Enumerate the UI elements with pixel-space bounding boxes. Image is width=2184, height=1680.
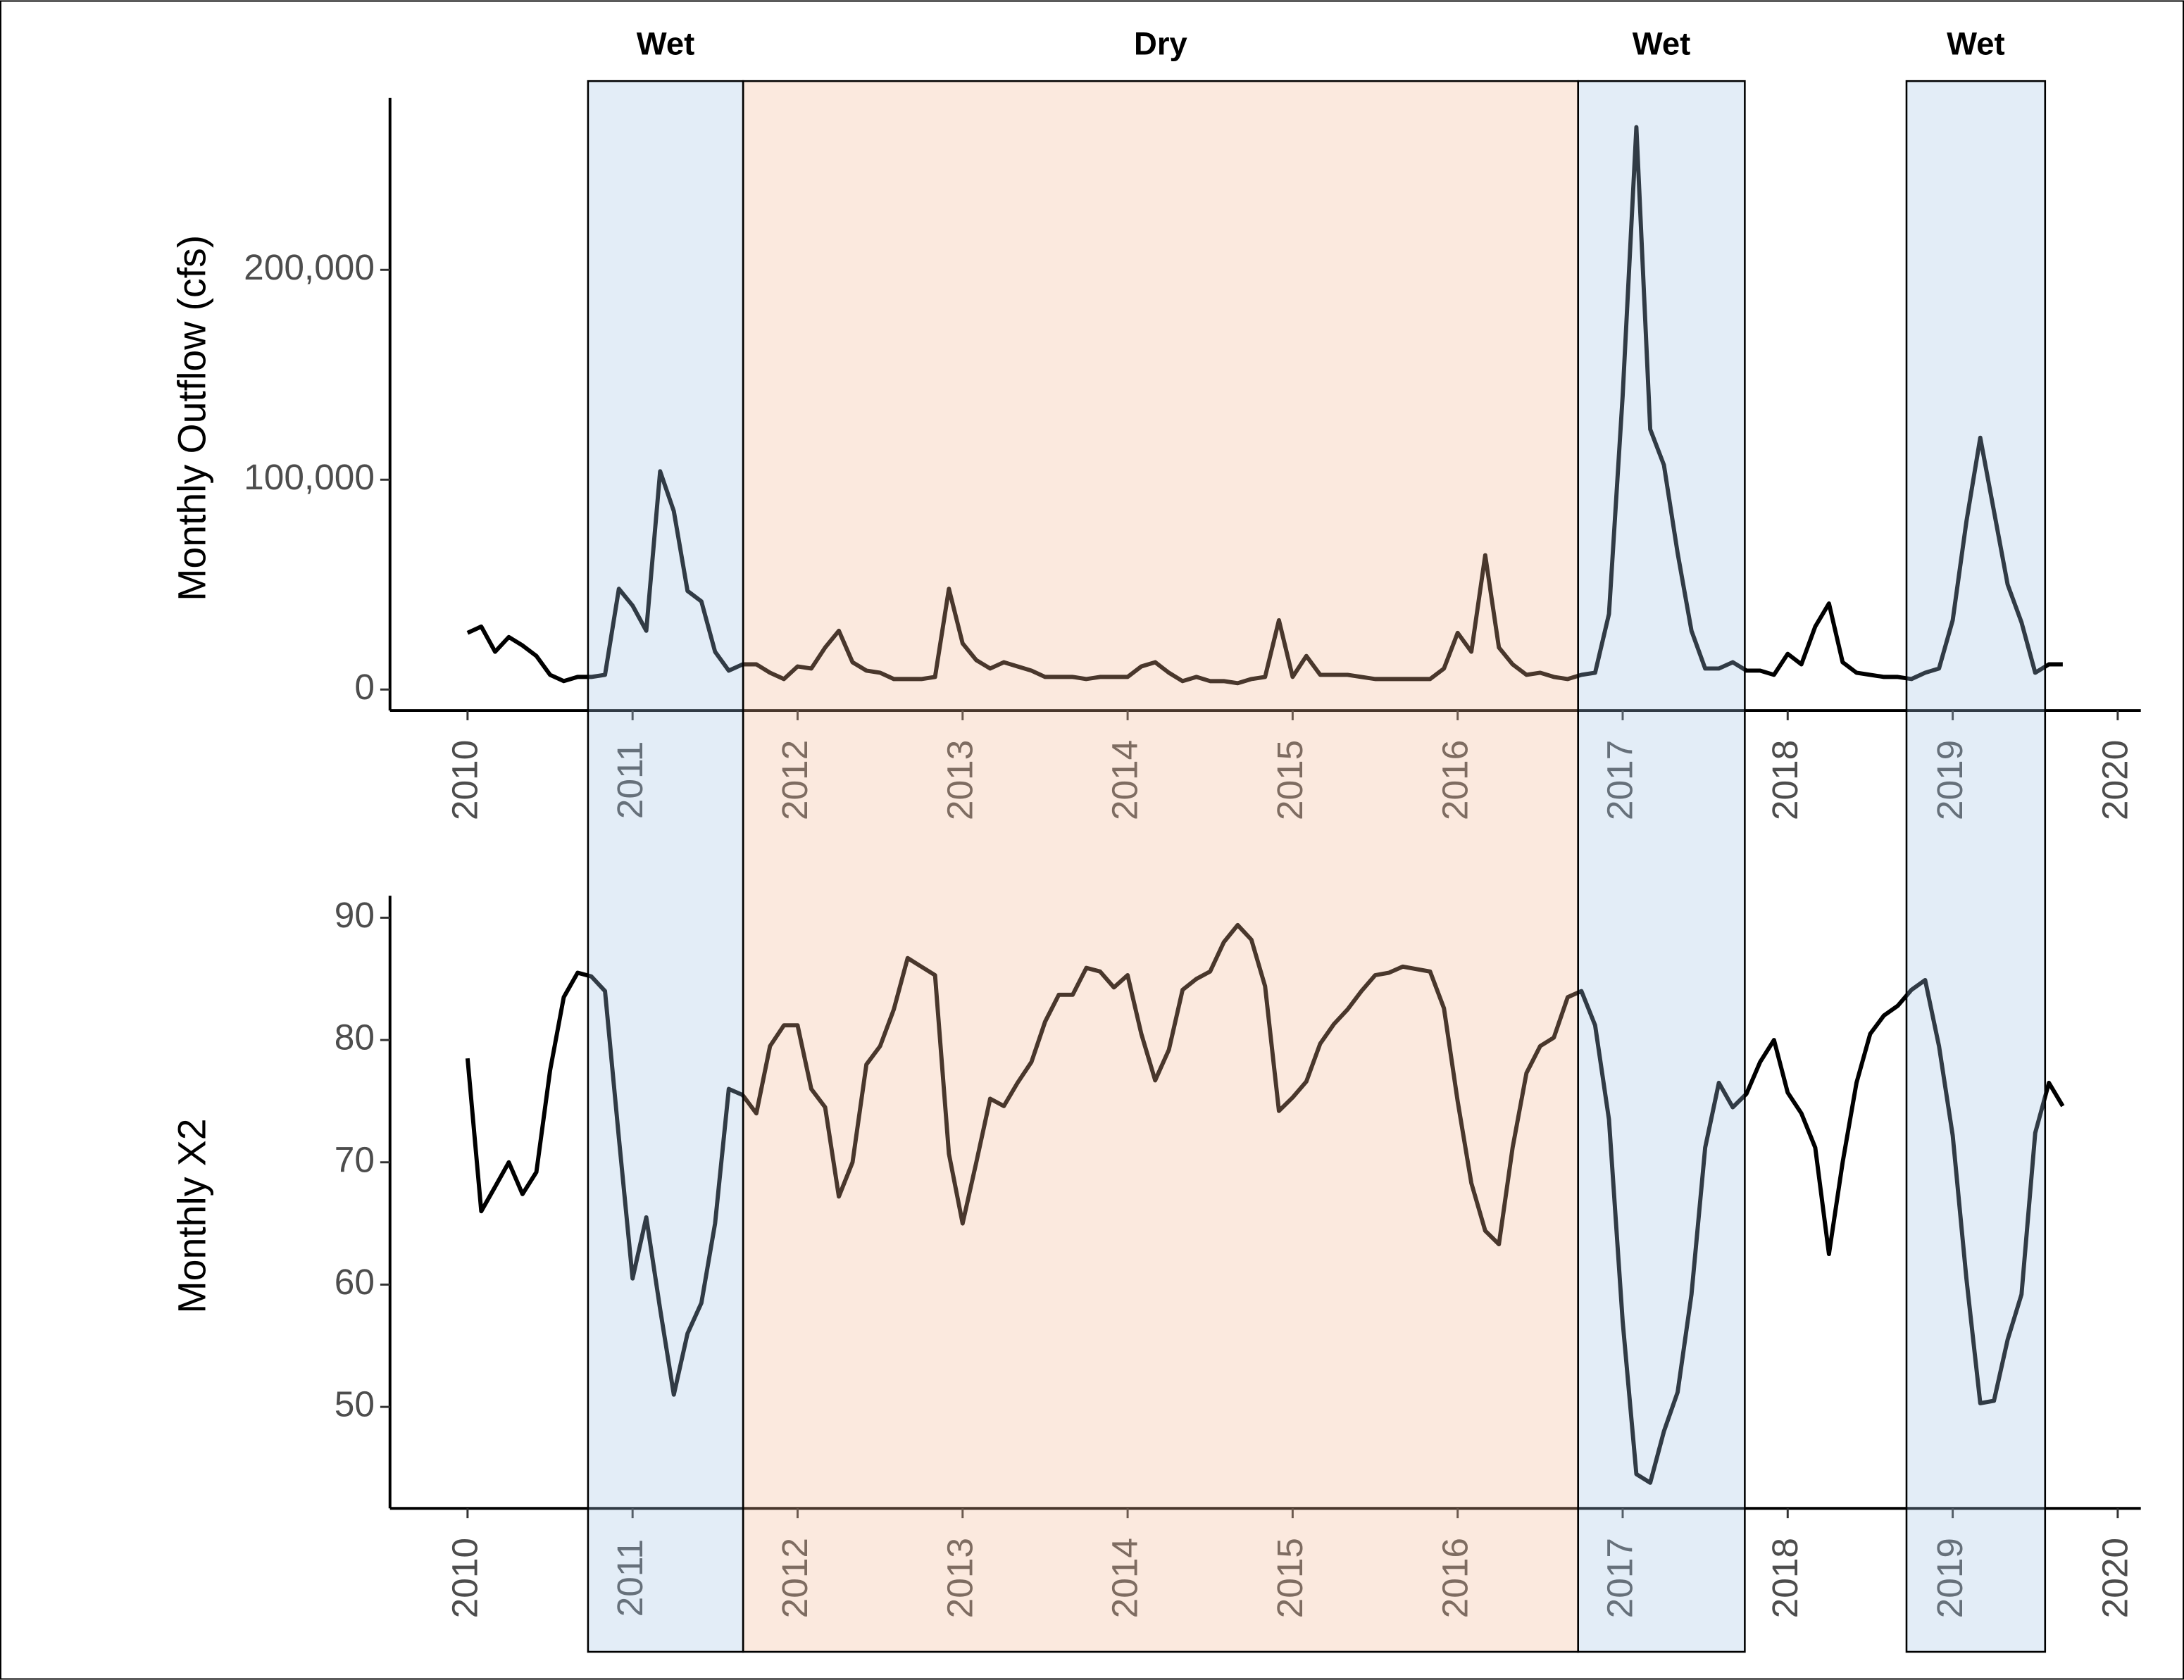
- y-tick-label: 50: [335, 1384, 375, 1424]
- x-tick-label: 2017: [1599, 740, 1640, 820]
- period-band: [742, 80, 1580, 1653]
- y-axis-title: Monthly Outflow (cfs): [170, 235, 214, 601]
- period-band: [1577, 80, 1746, 1653]
- y-tick-label: 60: [335, 1261, 375, 1302]
- y-tick-label: 90: [335, 894, 375, 935]
- x-tick-label: 2011: [609, 1539, 650, 1617]
- x-tick-label: 2015: [1269, 740, 1310, 820]
- x-tick-label: 2017: [1599, 1538, 1640, 1618]
- x-tick-label: 2018: [1764, 1538, 1805, 1618]
- y-axis-title: Monthly X2: [170, 1119, 214, 1314]
- period-label: Wet: [1633, 26, 1691, 62]
- x-tick-label: 2016: [1434, 1538, 1475, 1618]
- x-tick-label: 2020: [2094, 740, 2135, 820]
- y-tick-label: 100,000: [244, 456, 375, 497]
- x-tick-label: 2020: [2094, 1538, 2135, 1618]
- period-band: [1905, 80, 2047, 1653]
- y-tick-label: 0: [354, 666, 375, 707]
- period-band: [587, 80, 744, 1653]
- x-tick-label: 2013: [939, 740, 980, 820]
- x-tick-label: 2014: [1104, 740, 1145, 820]
- x-tick-label: 2014: [1104, 1538, 1145, 1618]
- period-label: Wet: [637, 26, 695, 62]
- y-tick-label: 200,000: [244, 246, 375, 287]
- y-tick-label: 70: [335, 1139, 375, 1179]
- x-tick-label: 2015: [1269, 1538, 1310, 1618]
- x-tick-label: 2011: [609, 741, 650, 820]
- x-tick-label: 2012: [774, 1538, 815, 1618]
- data-line: [466, 125, 2063, 686]
- x-tick-label: 2019: [1929, 740, 1970, 820]
- x-tick-label: 2010: [444, 1538, 485, 1618]
- data-line: [465, 922, 2065, 1485]
- x-tick-label: 2012: [774, 740, 815, 820]
- period-label: Dry: [1134, 26, 1188, 62]
- x-tick-label: 2019: [1929, 1538, 1970, 1618]
- period-label: Wet: [1947, 26, 2005, 62]
- x-tick-label: 2013: [939, 1538, 980, 1618]
- x-tick-label: 2018: [1764, 740, 1805, 820]
- x-tick-label: 2010: [444, 740, 485, 820]
- x-tick-label: 2016: [1434, 740, 1475, 820]
- y-tick-label: 80: [335, 1017, 375, 1058]
